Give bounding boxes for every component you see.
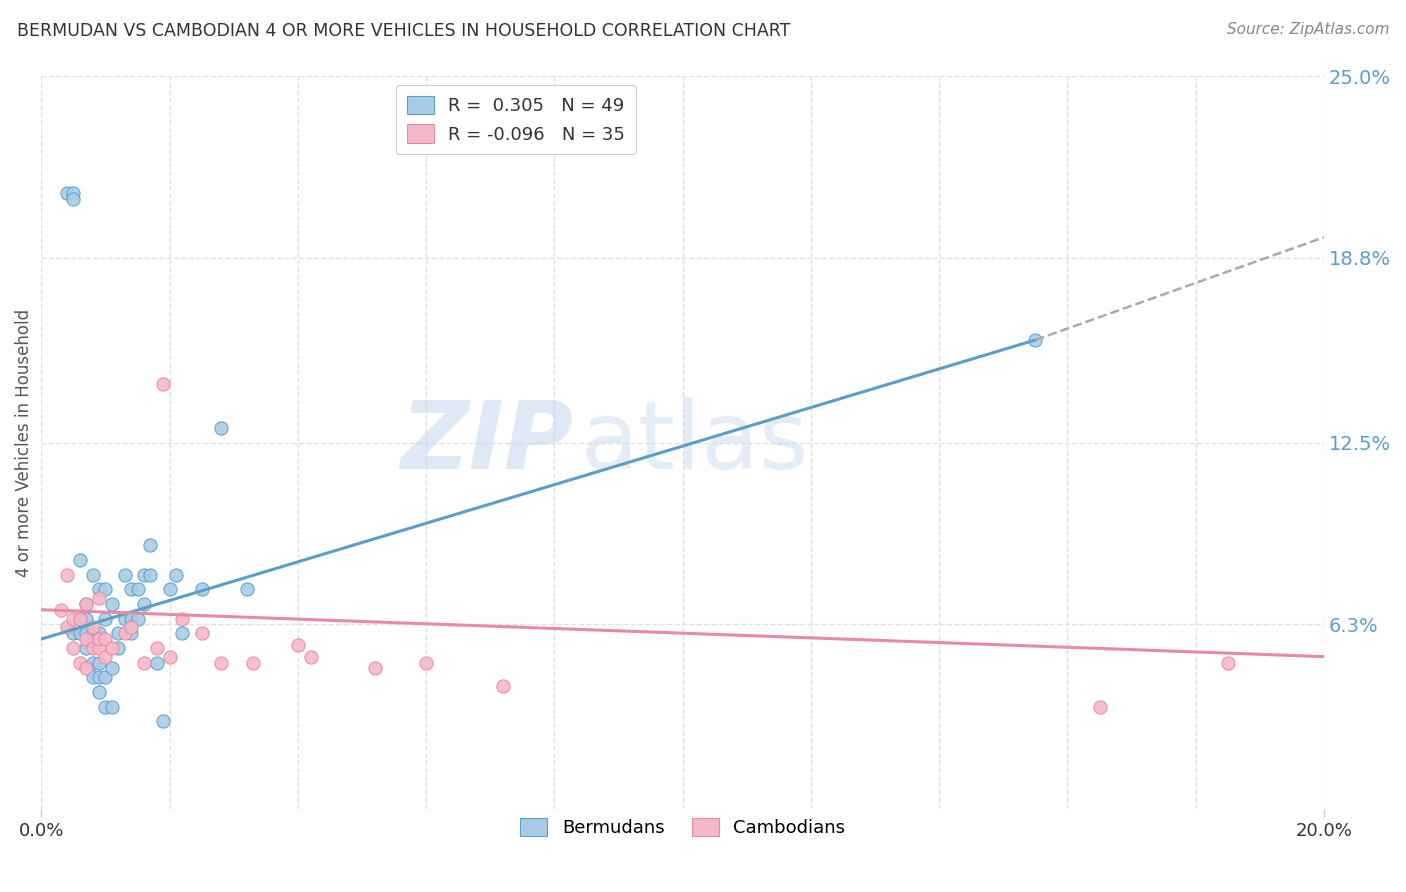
Point	[107, 626, 129, 640]
Point	[82, 567, 104, 582]
Point	[1216, 656, 1239, 670]
Point	[69, 611, 91, 625]
Point	[364, 661, 387, 675]
Point	[62, 186, 84, 201]
Point	[492, 679, 515, 693]
Point	[82, 620, 104, 634]
Point	[242, 656, 264, 670]
Point	[152, 376, 174, 391]
Point	[94, 670, 117, 684]
Point	[75, 640, 97, 655]
Point	[87, 640, 110, 655]
Point	[62, 640, 84, 655]
Point	[87, 685, 110, 699]
Point	[75, 626, 97, 640]
Text: Source: ZipAtlas.com: Source: ZipAtlas.com	[1226, 22, 1389, 37]
Point	[69, 626, 91, 640]
Point	[209, 656, 232, 670]
Point	[299, 649, 322, 664]
Point	[69, 611, 91, 625]
Point	[165, 567, 187, 582]
Point	[114, 567, 136, 582]
Y-axis label: 4 or more Vehicles in Household: 4 or more Vehicles in Household	[15, 309, 32, 576]
Point	[120, 582, 142, 597]
Point	[75, 632, 97, 646]
Point	[94, 582, 117, 597]
Point	[101, 699, 124, 714]
Point	[94, 649, 117, 664]
Point	[127, 611, 149, 625]
Point	[120, 611, 142, 625]
Point	[82, 670, 104, 684]
Point	[127, 582, 149, 597]
Point	[87, 591, 110, 605]
Point	[87, 626, 110, 640]
Point	[101, 597, 124, 611]
Text: ZIP: ZIP	[401, 397, 574, 489]
Point	[62, 192, 84, 206]
Text: BERMUDAN VS CAMBODIAN 4 OR MORE VEHICLES IN HOUSEHOLD CORRELATION CHART: BERMUDAN VS CAMBODIAN 4 OR MORE VEHICLES…	[17, 22, 790, 40]
Point	[172, 611, 194, 625]
Point	[114, 626, 136, 640]
Point	[87, 632, 110, 646]
Point	[49, 603, 72, 617]
Point	[101, 661, 124, 675]
Point	[75, 597, 97, 611]
Point	[94, 611, 117, 625]
Point	[146, 640, 169, 655]
Point	[94, 632, 117, 646]
Point	[159, 582, 181, 597]
Legend: Bermudans, Cambodians: Bermudans, Cambodians	[513, 810, 852, 844]
Point	[287, 638, 309, 652]
Point	[139, 538, 162, 552]
Point	[132, 597, 155, 611]
Point	[132, 567, 155, 582]
Point	[94, 699, 117, 714]
Text: atlas: atlas	[581, 397, 808, 489]
Point	[82, 640, 104, 655]
Point	[56, 620, 79, 634]
Point	[114, 611, 136, 625]
Point	[87, 656, 110, 670]
Point	[87, 582, 110, 597]
Point	[235, 582, 257, 597]
Point	[107, 640, 129, 655]
Point	[69, 553, 91, 567]
Point	[415, 656, 437, 670]
Point	[139, 567, 162, 582]
Point	[132, 656, 155, 670]
Point	[87, 670, 110, 684]
Point	[1024, 333, 1046, 347]
Point	[56, 186, 79, 201]
Point	[56, 567, 79, 582]
Point	[62, 611, 84, 625]
Point	[152, 714, 174, 728]
Point	[1088, 699, 1111, 714]
Point	[172, 626, 194, 640]
Point	[120, 620, 142, 634]
Point	[69, 656, 91, 670]
Point	[62, 626, 84, 640]
Point	[120, 626, 142, 640]
Point	[190, 626, 212, 640]
Point	[190, 582, 212, 597]
Point	[101, 640, 124, 655]
Point	[146, 656, 169, 670]
Point	[75, 611, 97, 625]
Point	[75, 661, 97, 675]
Point	[209, 421, 232, 435]
Point	[82, 626, 104, 640]
Point	[159, 649, 181, 664]
Point	[75, 597, 97, 611]
Point	[82, 656, 104, 670]
